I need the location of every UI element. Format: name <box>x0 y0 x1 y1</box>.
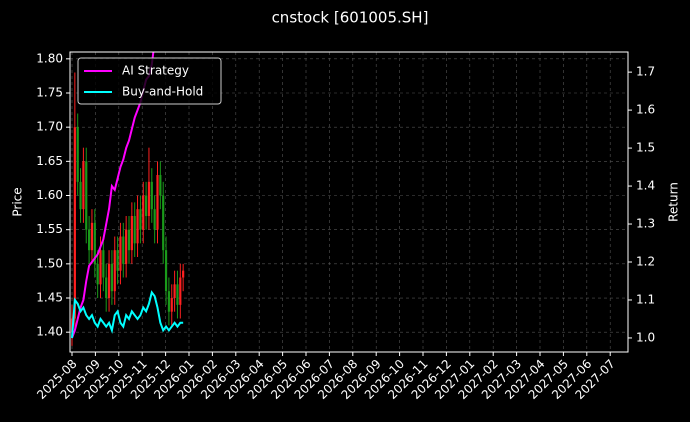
y2-tick-label: 1.6 <box>636 103 655 117</box>
y-axis-label: Price <box>11 187 25 216</box>
candle-body <box>82 161 85 210</box>
candle-body <box>122 236 125 264</box>
candle-body <box>164 250 168 292</box>
chart-title: cnstock [601005.SH] <box>272 9 429 27</box>
plot-area <box>70 52 185 346</box>
candle-body <box>139 209 142 230</box>
legend-box <box>77 57 222 105</box>
candle-body <box>170 298 173 312</box>
candle-body <box>73 127 76 319</box>
candle-body <box>127 229 131 251</box>
y2-tick-label: 1.3 <box>636 217 655 231</box>
candle-body <box>153 209 156 230</box>
candle-body <box>173 284 176 299</box>
candle-body <box>93 222 96 264</box>
candle-body <box>99 250 102 285</box>
y-tick-label: 1.40 <box>36 325 63 339</box>
y2-tick-label: 1.2 <box>636 255 655 269</box>
y2-tick-label: 1.4 <box>636 179 655 193</box>
y-tick-label: 1.70 <box>36 120 63 134</box>
candle-body <box>147 181 151 217</box>
candle-body <box>96 263 99 285</box>
y-tick-label: 1.50 <box>36 256 63 270</box>
y2-tick-label: 1.5 <box>636 141 655 155</box>
y2-tick-label: 1.1 <box>636 292 655 306</box>
plot-frame <box>69 51 629 353</box>
y-tick-label: 1.75 <box>36 86 63 100</box>
candle-body <box>107 263 111 299</box>
candle-body <box>79 181 82 210</box>
y-tick-label: 1.80 <box>36 51 63 65</box>
candle-body <box>125 229 128 264</box>
candle-body <box>102 250 105 278</box>
candle-body <box>167 291 170 312</box>
candle-body <box>133 216 136 244</box>
legend-label: AI Strategy <box>122 64 189 78</box>
candle-body <box>110 263 113 292</box>
candle-body <box>90 222 94 251</box>
y2-axis-label: Return <box>667 182 681 222</box>
candle-body <box>145 195 148 217</box>
y-tick-label: 1.65 <box>36 154 63 168</box>
y-tick-label: 1.60 <box>36 188 63 202</box>
y2-tick-label: 1.7 <box>636 65 655 79</box>
candle-body <box>119 236 122 271</box>
candle-body <box>176 284 179 305</box>
candle-body <box>130 216 133 251</box>
candle-body <box>113 250 116 292</box>
candle-body <box>182 270 185 278</box>
candle-body <box>159 175 162 196</box>
candle-body <box>85 161 88 230</box>
legend-label: Buy-and-Hold <box>122 85 203 99</box>
candle-body <box>116 250 119 271</box>
return-line <box>71 290 184 339</box>
candle-body <box>142 195 145 230</box>
y-tick-label: 1.55 <box>36 222 63 236</box>
candle-body <box>136 209 139 244</box>
candle-body <box>105 277 108 299</box>
y2-tick-label: 1.0 <box>636 330 655 344</box>
candle-body <box>76 127 79 182</box>
candle-body <box>150 181 153 210</box>
y-tick-label: 1.45 <box>36 291 63 305</box>
candle-body <box>88 229 91 251</box>
candle-body <box>162 195 165 251</box>
candle-body <box>156 175 159 230</box>
candle-body <box>179 277 182 305</box>
